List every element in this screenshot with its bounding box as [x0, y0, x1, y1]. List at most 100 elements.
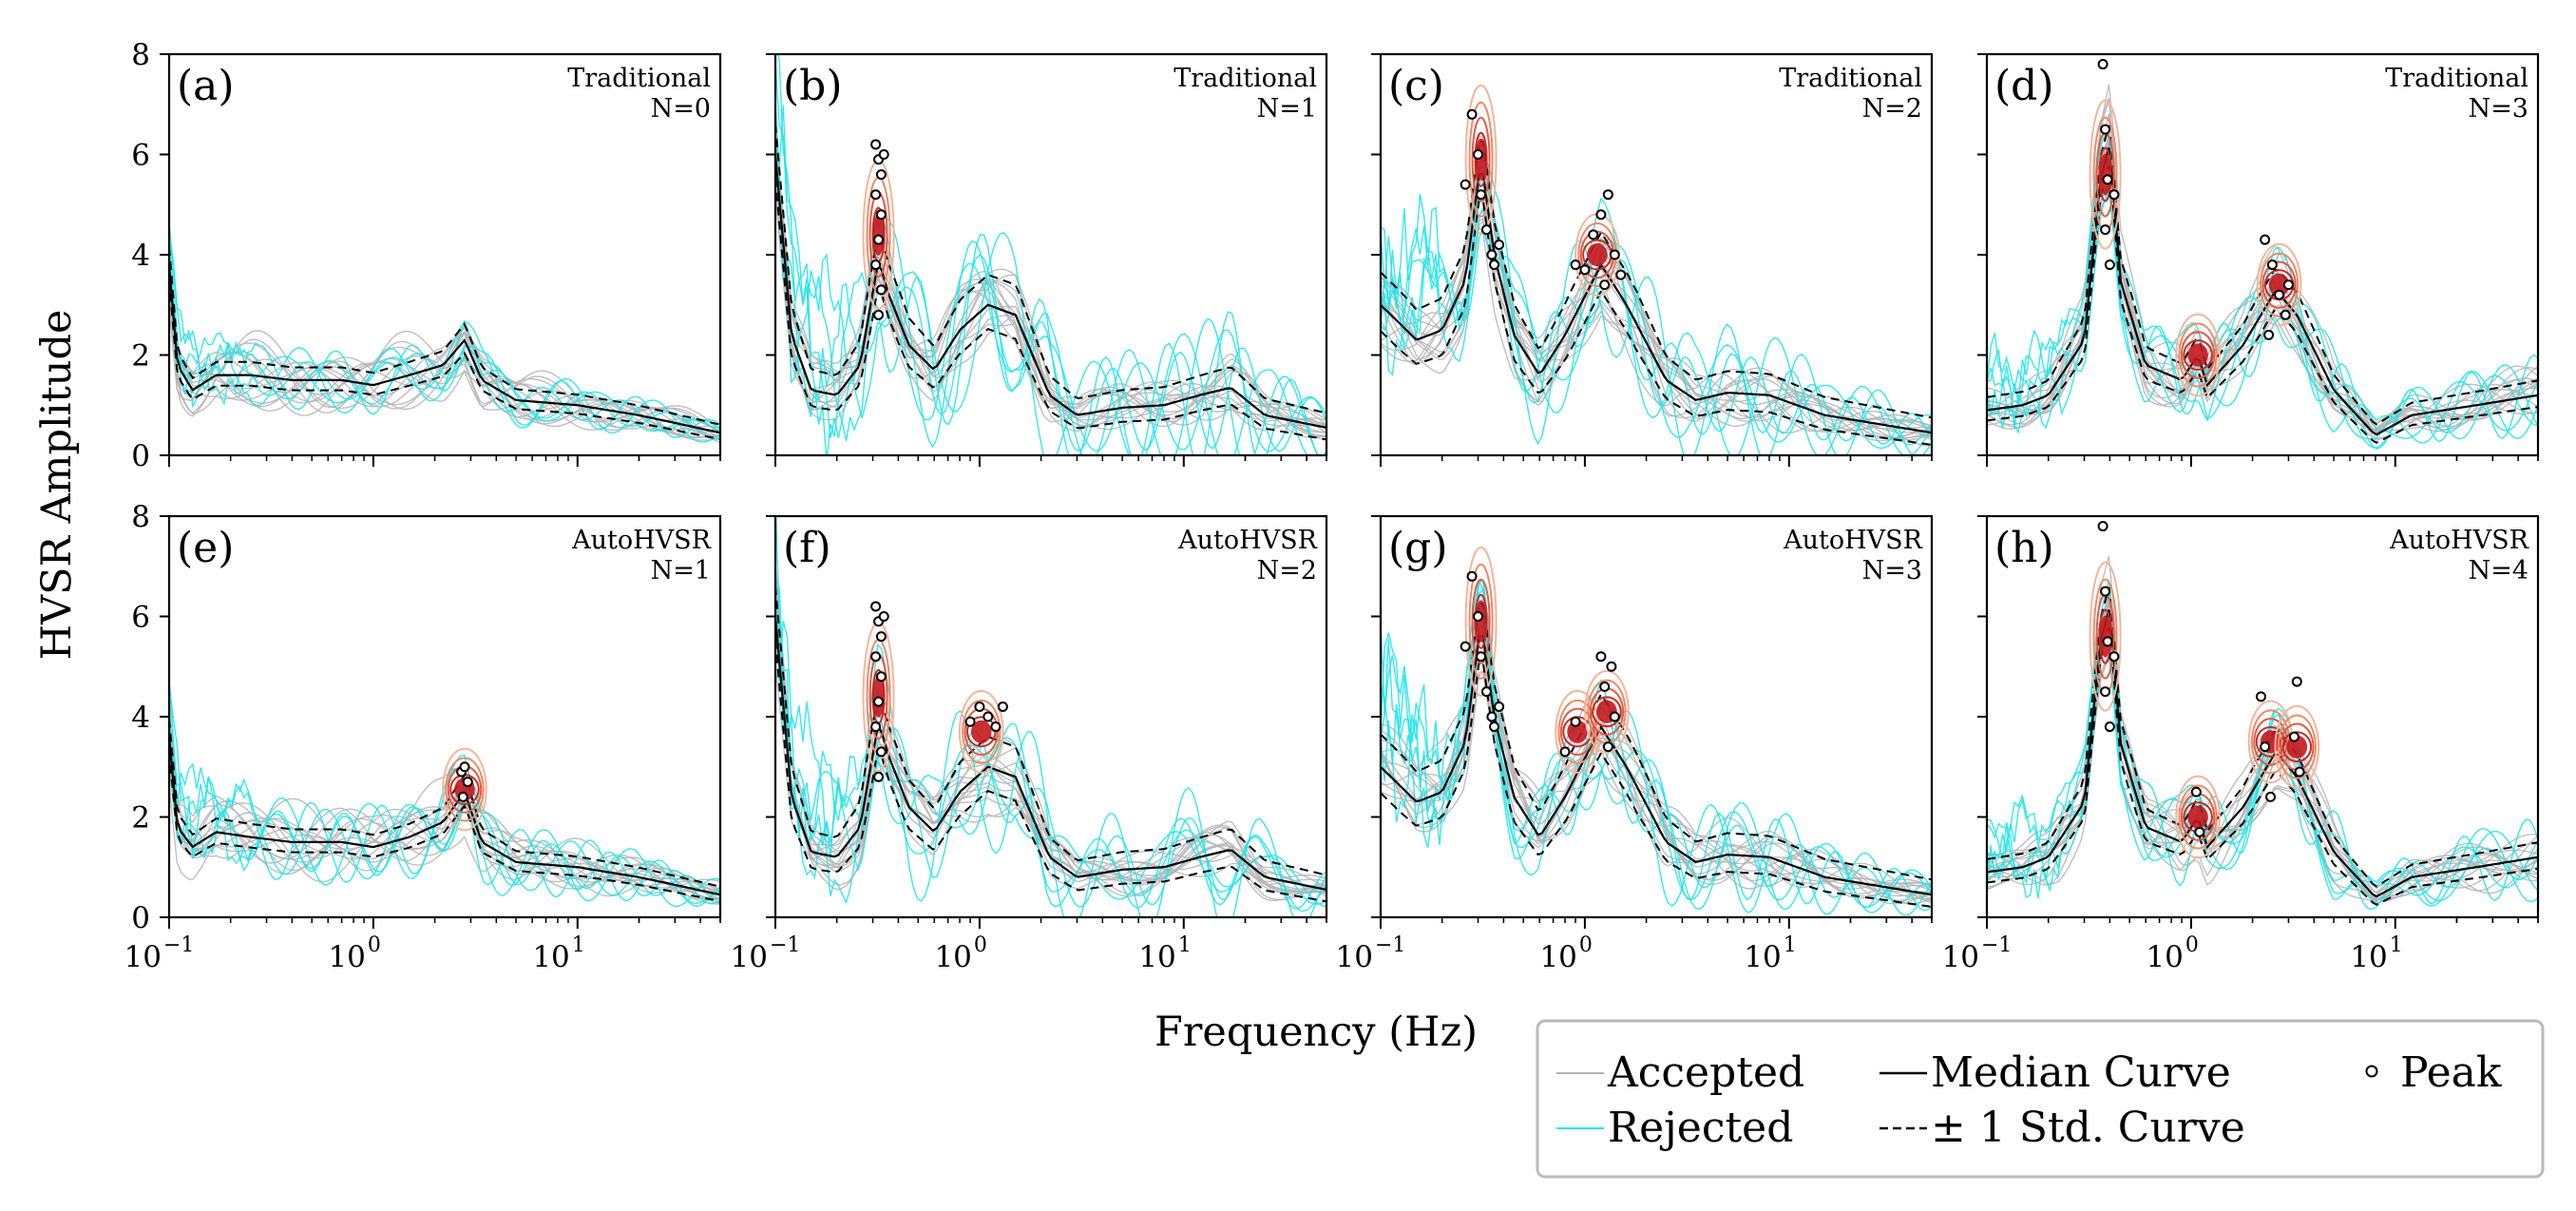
peak-marker — [1476, 189, 1487, 201]
peak-marker — [1460, 179, 1471, 190]
rejected-curve — [1987, 181, 2538, 439]
peak-marker — [2280, 309, 2291, 320]
peak-marker — [1480, 686, 1492, 698]
peak-marker — [1476, 651, 1487, 663]
peak-marker — [1609, 249, 1620, 260]
rejected-curve — [1381, 149, 1932, 445]
peak-marker — [1595, 209, 1607, 221]
std-upper-curve — [775, 124, 1326, 414]
x-tick-label-base: 10 — [124, 940, 162, 974]
cluster-contour — [1468, 101, 1494, 218]
peak-marker — [1606, 661, 1617, 672]
std-upper-curve — [775, 586, 1326, 876]
panel-plot-area — [1987, 59, 2538, 450]
panel-method-label: AutoHVSR — [1783, 526, 1923, 555]
panel-frame — [167, 52, 722, 457]
peak-marker — [2266, 260, 2278, 271]
peak-marker — [2104, 721, 2115, 733]
panel-n-label: N=0 — [651, 94, 711, 124]
panel-letter-label: (e) — [177, 524, 234, 572]
panel-method-label: Traditional — [1779, 64, 1922, 93]
rejected-curve — [169, 246, 720, 440]
x-tick-label-base: 10 — [532, 940, 569, 974]
x-tick-label-exponent: 1 — [572, 933, 585, 957]
x-tick-label-base: 10 — [2350, 940, 2387, 974]
legend-swatch-peak — [2365, 1065, 2378, 1078]
cluster-contour — [1557, 699, 1597, 764]
panel-n-label: N=3 — [2469, 94, 2528, 124]
legend-label-median: Median Curve — [1931, 1048, 2231, 1097]
peak-marker — [870, 601, 882, 612]
rejected-curve — [169, 713, 720, 908]
panel-n-label: N=3 — [1862, 556, 1922, 586]
x-tick-label-base: 10 — [1539, 940, 1576, 974]
y-tick-label: 0 — [131, 901, 150, 935]
y-tick-label: 2 — [131, 801, 150, 836]
cluster-contour — [2175, 313, 2221, 397]
rejected-curve — [1381, 197, 1932, 455]
peak-marker — [2274, 289, 2285, 300]
peak-marker — [2109, 189, 2120, 201]
peak-marker — [2097, 521, 2109, 532]
cluster-core — [1475, 138, 1487, 181]
cluster-core — [1587, 242, 1608, 267]
std-upper-curve — [169, 719, 720, 888]
panel-letter-label: (g) — [1388, 524, 1448, 572]
peak-marker — [1480, 224, 1492, 236]
panel-letter-label: (h) — [1994, 524, 2054, 572]
cluster-contour — [442, 747, 487, 832]
x-tick-label-exponent: −1 — [1375, 933, 1405, 957]
cluster-contour — [2089, 561, 2122, 712]
cluster-contour — [2281, 731, 2313, 763]
accepted-curve — [1381, 644, 1932, 900]
peak-marker — [462, 777, 473, 788]
peak-marker — [2288, 731, 2299, 742]
peak-marker — [1609, 711, 1620, 722]
std-lower-curve — [169, 279, 720, 441]
panel-plot-area — [1381, 84, 1932, 455]
accepted-curve — [169, 757, 720, 904]
std-lower-curve — [1987, 627, 2538, 906]
median-curve — [1381, 172, 1932, 434]
peak-marker — [1494, 239, 1505, 250]
y-axis-title: HVSR Amplitude — [33, 310, 81, 661]
std-lower-curve — [1381, 661, 1932, 908]
accepted-curve — [775, 585, 1326, 886]
panel-plot-area — [775, 54, 1326, 455]
std-lower-curve — [1381, 199, 1932, 446]
x-tick-label-exponent: −1 — [770, 933, 800, 957]
y-tick-label: 0 — [131, 439, 150, 473]
peak-marker — [875, 631, 887, 643]
accepted-curve — [169, 254, 720, 437]
peak-marker — [2100, 686, 2111, 698]
peak-marker — [870, 260, 882, 271]
cluster-core — [2099, 153, 2111, 196]
peak-marker — [873, 771, 885, 782]
peak-marker — [2100, 124, 2111, 135]
y-tick-label: 4 — [131, 701, 150, 735]
peak-marker — [1570, 260, 1581, 271]
peak-marker — [870, 651, 882, 663]
peak-marker — [2109, 651, 2120, 663]
peak-marker — [457, 791, 468, 802]
x-tick-label-exponent: 0 — [368, 933, 381, 957]
peak-marker — [1615, 269, 1627, 280]
peak-marker — [1579, 264, 1591, 276]
panel-method-label: AutoHVSR — [571, 526, 712, 555]
peak-marker — [983, 711, 994, 722]
cluster-contour — [1559, 707, 1595, 757]
peak-marker — [875, 169, 887, 181]
peak-marker — [1466, 108, 1478, 120]
accepted-curve — [1381, 172, 1932, 441]
peak-marker — [2194, 826, 2205, 837]
rejected-curve — [775, 176, 1320, 455]
panel-n-label: N=4 — [2469, 556, 2528, 586]
panel-plot-area — [1381, 546, 1932, 916]
cluster-contour — [2277, 714, 2317, 779]
panel-letter-label: (a) — [177, 62, 235, 110]
peak-marker — [1602, 189, 1613, 201]
